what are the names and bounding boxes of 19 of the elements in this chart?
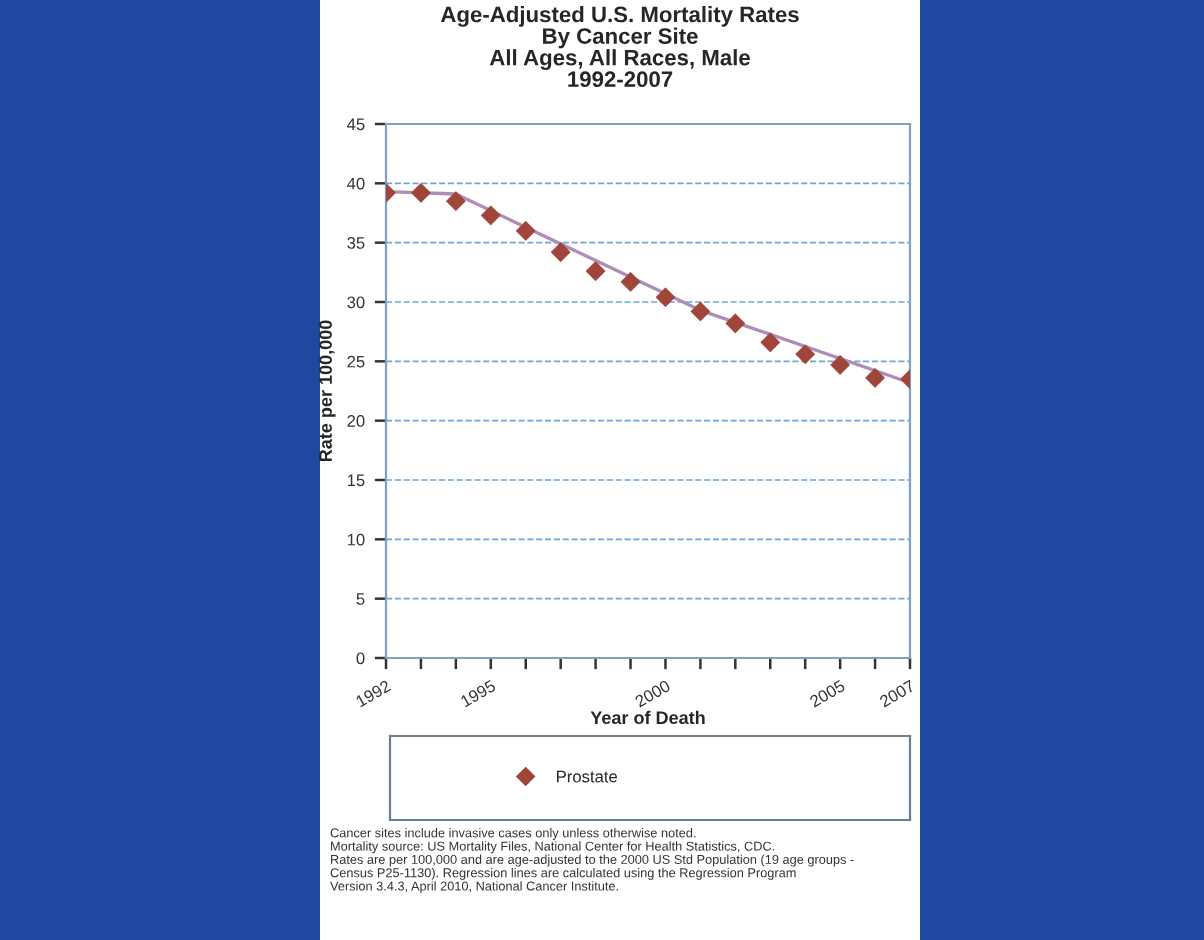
y-axis-title: Rate per 100,000: [319, 320, 336, 462]
y-tick-label: 10: [347, 533, 365, 546]
y-tick-label: 15: [347, 474, 365, 487]
y-tick-label: 5: [356, 593, 365, 605]
x-axis-title: Year of Death: [590, 710, 705, 725]
legend-label: Prostate: [557, 770, 617, 783]
y-tick-label: 25: [347, 355, 365, 368]
x-tick-label: 2000: [634, 679, 672, 708]
x-tick-label: 1992: [355, 679, 392, 708]
y-tick-label: 40: [347, 177, 365, 190]
x-tick-label: 2007: [878, 679, 916, 708]
y-tick-label: 45: [347, 118, 365, 131]
x-tick-label: 2005: [808, 679, 846, 708]
y-tick-label: 30: [347, 296, 365, 309]
x-tick-label: 1995: [460, 679, 497, 708]
y-tick-label: 0: [356, 652, 365, 665]
y-tick-label: 35: [347, 237, 365, 249]
y-tick-label: 20: [347, 415, 365, 427]
chart-title: Age-Adjusted U.S. Mortality Rates By Cancer Site All Ages, All Races, Male 1992-2007: [440, 6, 799, 88]
